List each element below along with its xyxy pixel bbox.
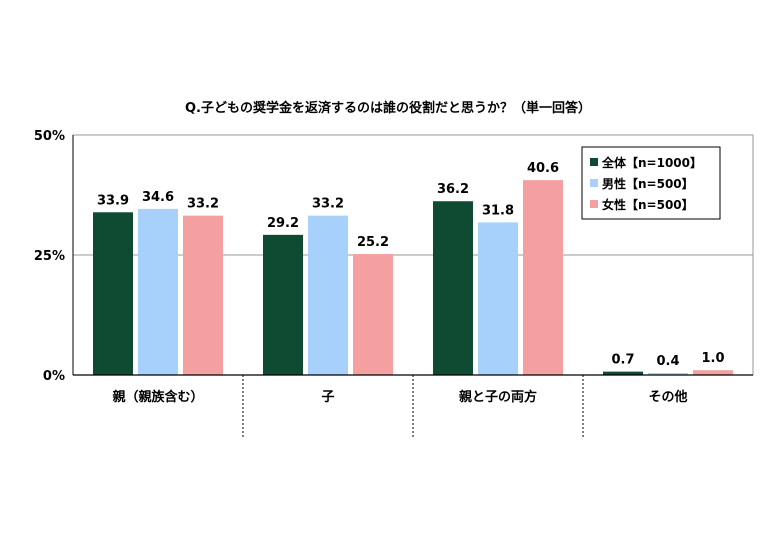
data-label: 33.2 bbox=[312, 197, 344, 212]
bar bbox=[478, 222, 518, 375]
chart-title: Q.子どもの奨学金を返済するのは誰の役割だと思うか？（単一回答） bbox=[185, 100, 591, 116]
bar bbox=[523, 180, 563, 375]
data-label: 33.2 bbox=[187, 197, 219, 212]
y-tick-label: 50% bbox=[34, 129, 65, 144]
data-label: 33.9 bbox=[97, 193, 129, 208]
data-label: 34.6 bbox=[142, 190, 174, 205]
bar bbox=[138, 208, 178, 375]
legend-label: 女性【n=500】 bbox=[602, 197, 694, 212]
data-labels: 33.9 34.6 33.2 29.2 33.2 25.2 36.2 31.8 40.6 0.7 0… bbox=[97, 161, 725, 369]
legend: 全体【n=1000】男性【n=500】女性【n=500】 bbox=[581, 146, 721, 220]
data-label: 0.7 bbox=[611, 353, 634, 368]
legend-swatch bbox=[590, 179, 598, 187]
bar bbox=[353, 254, 393, 375]
bar bbox=[263, 234, 303, 375]
bar bbox=[603, 371, 643, 375]
legend-box bbox=[581, 146, 721, 220]
bar bbox=[693, 370, 733, 375]
bars bbox=[93, 180, 733, 375]
data-label: 0.4 bbox=[656, 354, 679, 369]
bar bbox=[648, 373, 688, 375]
x-tick-label: 子 bbox=[321, 390, 334, 405]
bar bbox=[93, 212, 133, 375]
bar bbox=[183, 215, 223, 375]
bar bbox=[308, 215, 348, 375]
legend-swatch bbox=[590, 200, 598, 208]
data-label: 25.2 bbox=[357, 235, 389, 250]
x-tick-label: その他 bbox=[648, 389, 687, 405]
axes: 0% 25% 50% 親（親族含む） 子 親と子の両方 その他 bbox=[34, 129, 753, 437]
data-label: 40.6 bbox=[527, 161, 559, 176]
y-tick-label: 0% bbox=[43, 369, 65, 384]
legend-label: 全体【n=1000】 bbox=[601, 155, 702, 170]
y-tick-label: 25% bbox=[34, 249, 65, 264]
legend-swatch bbox=[590, 158, 598, 166]
data-label: 36.2 bbox=[437, 182, 469, 197]
legend-label: 男性【n=500】 bbox=[602, 176, 694, 191]
x-tick-label: 親と子の両方 bbox=[459, 389, 537, 405]
x-tick-label: 親（親族含む） bbox=[112, 389, 203, 405]
data-label: 29.2 bbox=[267, 216, 299, 231]
data-label: 1.0 bbox=[701, 351, 724, 366]
bar bbox=[433, 201, 473, 375]
data-label: 31.8 bbox=[482, 203, 514, 218]
